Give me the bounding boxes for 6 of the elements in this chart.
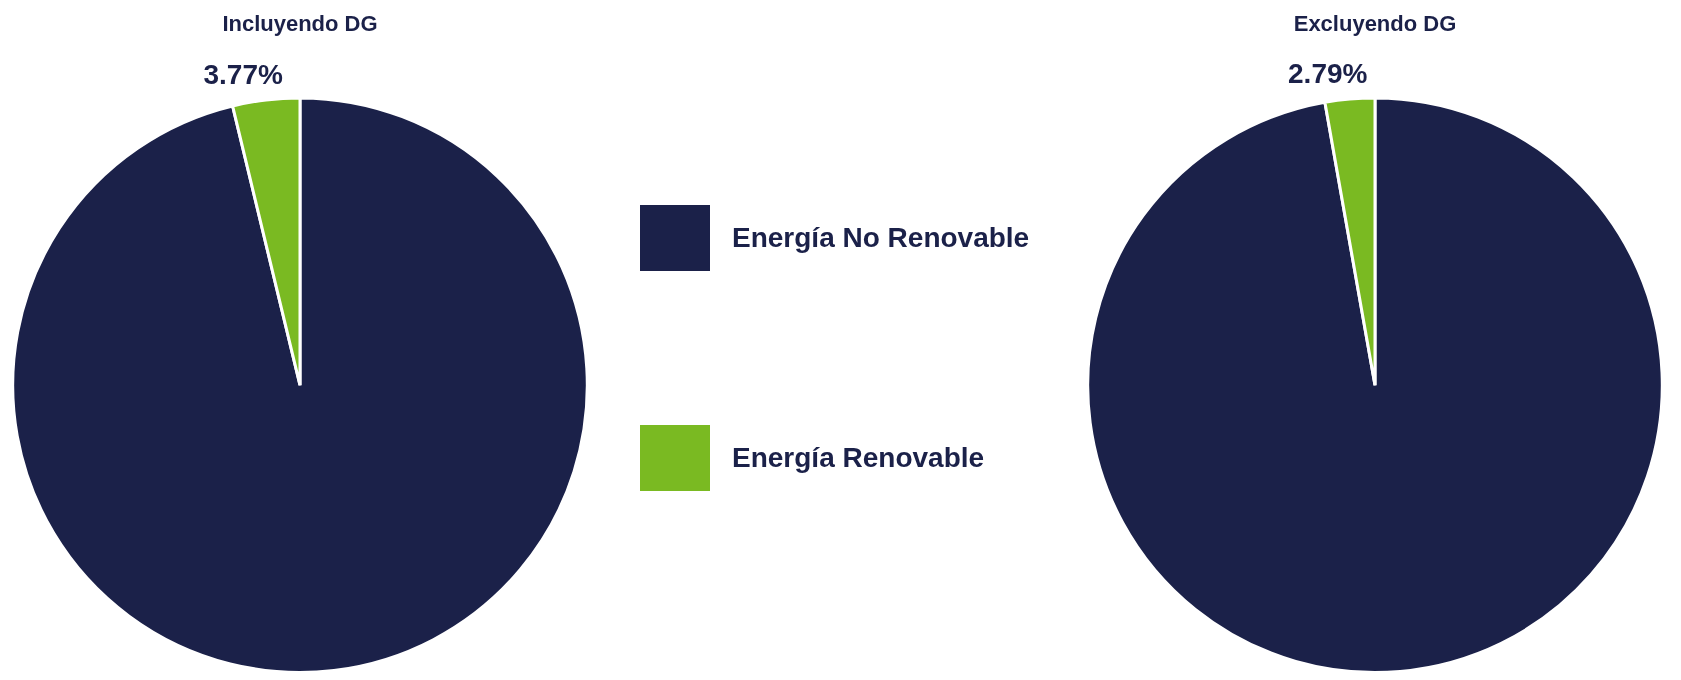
data-label: 3.77% — [203, 58, 284, 90]
legend-label: Energía No Renovable — [732, 222, 1030, 254]
legend-label: Energía Renovable — [732, 442, 985, 474]
chart-title: Excluyendo DG — [1293, 11, 1457, 37]
chart-title: Incluyendo DG — [222, 11, 378, 37]
data-label: 2.79% — [1288, 57, 1368, 89]
